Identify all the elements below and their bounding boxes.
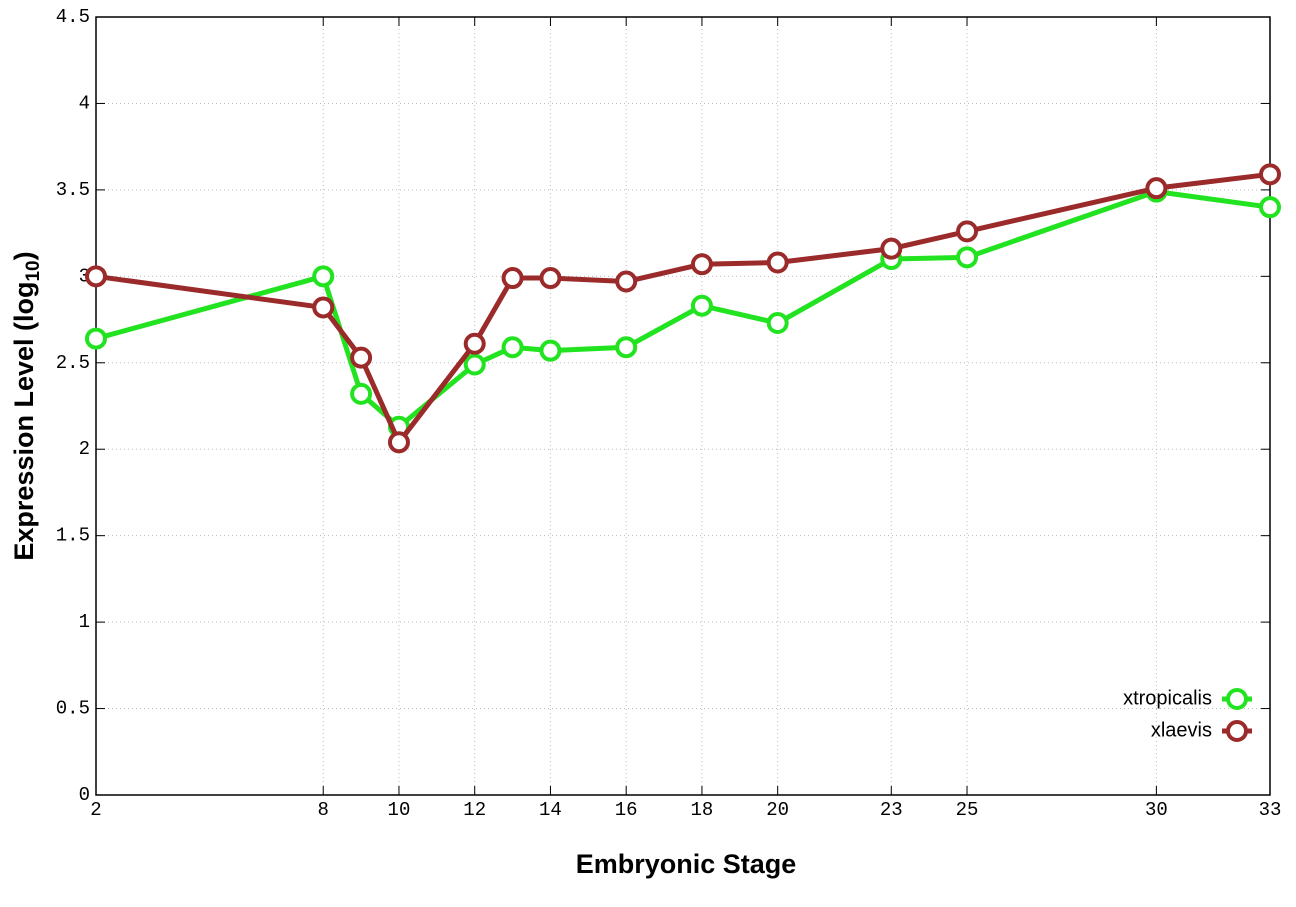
y-label-subscript: 10 xyxy=(23,260,44,281)
legend-label: xtropicalis xyxy=(1123,687,1212,709)
data-point xyxy=(312,296,335,319)
y-axis-label: Expression Level (log10) xyxy=(9,251,44,560)
x-tick-label: 2 xyxy=(90,799,101,821)
series-line xyxy=(95,171,1271,445)
y-tick-label: 0 xyxy=(79,784,90,806)
data-point xyxy=(463,353,486,376)
x-tick-label: 23 xyxy=(880,799,903,821)
y-tick-label: 3.5 xyxy=(56,179,90,201)
x-tick-label: 30 xyxy=(1145,799,1168,821)
legend-marker xyxy=(1226,720,1248,742)
y-tick-label: 2.5 xyxy=(56,352,90,374)
data-point xyxy=(501,336,524,359)
data-point xyxy=(85,265,107,288)
legend-marker xyxy=(1226,688,1248,710)
legend-label: xlaevis xyxy=(1151,719,1212,741)
y-tick-label: 1.5 xyxy=(56,525,90,547)
data-point xyxy=(690,294,713,317)
y-label-text: Expression Level (log xyxy=(9,282,39,561)
data-point xyxy=(501,267,524,290)
x-tick-label: 8 xyxy=(318,799,329,821)
data-point xyxy=(387,431,410,454)
plot-frame xyxy=(95,16,1271,796)
data-point xyxy=(1145,177,1168,200)
data-point xyxy=(615,270,638,293)
data-point xyxy=(766,312,789,335)
data-point xyxy=(880,237,903,260)
data-point xyxy=(1259,163,1281,186)
y-tick-label: 2 xyxy=(79,438,90,460)
x-tick-label: 18 xyxy=(691,799,714,821)
data-point xyxy=(956,246,979,269)
data-point xyxy=(766,251,789,274)
data-point xyxy=(350,382,373,405)
y-tick-label: 1 xyxy=(79,611,90,633)
data-point xyxy=(463,332,486,355)
y-tick-label: 4 xyxy=(79,92,90,114)
x-tick-label: 16 xyxy=(615,799,638,821)
x-tick-label: 33 xyxy=(1259,799,1282,821)
data-point xyxy=(350,346,373,369)
data-point xyxy=(690,253,713,276)
data-point xyxy=(312,265,335,288)
x-tick-label: 14 xyxy=(539,799,562,821)
x-tick-label: 12 xyxy=(463,799,486,821)
x-tick-label: 25 xyxy=(956,799,979,821)
data-point xyxy=(85,327,107,350)
y-tick-label: 4.5 xyxy=(56,6,90,28)
data-point xyxy=(539,339,562,362)
data-point xyxy=(956,220,979,243)
data-point xyxy=(615,336,638,359)
x-axis-label: Embryonic Stage xyxy=(576,849,797,879)
data-point xyxy=(1259,196,1281,219)
y-tick-label: 0.5 xyxy=(56,698,90,720)
y-label-suffix: ) xyxy=(9,251,39,260)
data-point xyxy=(539,267,562,290)
x-tick-label: 20 xyxy=(766,799,789,821)
x-tick-label: 10 xyxy=(388,799,411,821)
y-tick-label: 3 xyxy=(79,265,90,287)
